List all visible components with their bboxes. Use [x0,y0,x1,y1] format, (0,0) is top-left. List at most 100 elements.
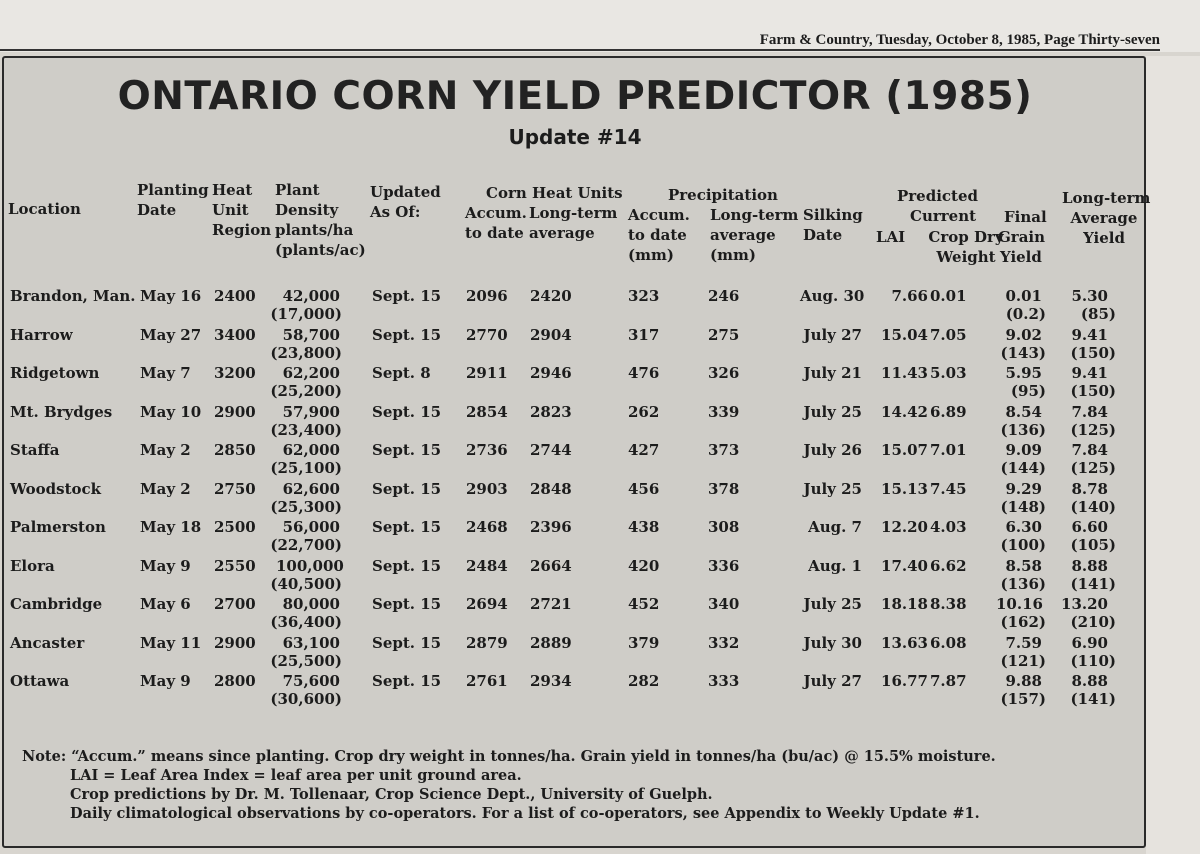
cell-silking-date: July 27 [803,325,862,344]
header-precipitation: Precipitation [668,186,778,204]
cell-lai: 17.40 [881,556,928,575]
cell-planting-date: May 2 [140,441,191,459]
cell-plant-density: 58,700 [282,325,340,344]
cell-final-yield-bu: (95) [1010,382,1046,400]
cell-location: Ancaster [10,633,85,652]
cell-precip-accum: 262 [628,402,660,421]
table-frame [2,56,1146,848]
cell-chu-longterm: 2420 [530,287,572,305]
header-chu-longterm: Long-term average [529,204,618,242]
header-precip-longterm: Long-term average (mm) [710,206,799,264]
cell-precip-accum: 452 [628,595,660,613]
cell-longterm-yield: 6.90 [1071,633,1108,652]
cell-planting-date: May 27 [140,325,202,344]
cell-heat-unit-region: 2900 [214,633,256,652]
header-plant-density: Plant Density plants/ha (plants/ac) [275,181,366,259]
cell-chu-accum: 2096 [466,287,508,305]
cell-longterm-yield: 7.84 [1071,441,1108,459]
cell-final-yield: 7.59 [1005,633,1042,652]
cell-plant-density-ac: (22,700) [270,536,342,554]
cell-final-yield-bu: (143) [1000,343,1046,362]
cell-precip-accum: 476 [628,364,660,382]
header-heat-unit-region: Heat Unit Region [212,181,272,239]
cell-heat-unit-region: 2500 [214,518,256,536]
cell-plant-density: 62,600 [282,479,340,498]
cell-chu-longterm: 2848 [530,479,572,498]
cell-chu-longterm: 2889 [530,633,572,652]
cell-plant-density: 63,100 [282,633,340,652]
cell-precip-accum: 282 [628,672,660,690]
cell-crop-dry-weight: 4.03 [930,518,967,536]
header-predicted: Predicted [897,187,979,205]
cell-final-yield-bu: (136) [1000,574,1046,593]
header-final-grain-yield: Final Grain Yield [998,208,1047,266]
cell-lai: 18.18 [881,595,928,613]
cell-plant-density-ac: (40,500) [270,574,342,593]
cell-plant-density: 62,000 [282,441,340,459]
cell-longterm-yield-bu: (141) [1070,574,1116,593]
header-precip-accum: Accum. to date (mm) [628,206,690,264]
cell-precip-longterm: 308 [708,518,740,536]
cell-silking-date: July 21 [803,364,862,382]
header-silking-date: Silking Date [803,206,863,244]
cell-longterm-yield-bu: (150) [1070,382,1116,400]
cell-heat-unit-region: 3400 [214,325,256,344]
cell-lai: 16.77 [881,672,928,690]
cell-longterm-yield-bu: (140) [1070,497,1116,516]
cell-location: Ridgetown [10,364,100,382]
cell-location: Staffa [10,441,60,459]
cell-location: Woodstock [10,479,102,498]
cell-precip-longterm: 340 [708,595,740,613]
cell-chu-accum: 2854 [466,402,508,421]
cell-plant-density-ac: (30,600) [270,690,342,708]
cell-longterm-yield: 6.60 [1071,518,1108,536]
cell-heat-unit-region: 2550 [214,556,256,575]
cell-silking-date: Aug. 7 [808,518,862,536]
cell-plant-density: 57,900 [282,402,340,421]
cell-final-yield-bu: (136) [1000,420,1046,439]
cell-precip-longterm: 373 [708,441,740,459]
cell-precip-longterm: 333 [708,672,740,690]
cell-precip-longterm: 332 [708,633,740,652]
page-edge [1146,56,1200,854]
cell-plant-density-ac: (17,000) [270,305,342,323]
cell-lai: 15.04 [881,325,928,344]
cell-heat-unit-region: 2850 [214,441,256,459]
cell-silking-date: July 25 [803,402,862,421]
header-chu-accum: Accum. to date [465,204,527,242]
cell-updated: Sept. 15 [372,595,442,613]
cell-crop-dry-weight: 6.89 [930,402,967,421]
cell-plant-density: 42,000 [282,287,340,305]
cell-chu-longterm: 2721 [530,595,572,613]
cell-chu-longterm: 2396 [530,518,572,536]
cell-chu-longterm: 2934 [530,672,572,690]
cell-precip-accum: 420 [628,556,660,575]
cell-updated: Sept. 15 [372,441,442,459]
header-crop-dry-weight: Crop Dry Weight [928,228,1004,266]
cell-longterm-yield: 7.84 [1071,402,1108,421]
cell-planting-date: May 9 [140,672,191,690]
cell-planting-date: May 16 [140,287,202,305]
cell-precip-accum: 323 [628,287,660,305]
cell-heat-unit-region: 2900 [214,402,256,421]
cell-location: Harrow [10,325,73,344]
cell-updated: Sept. 15 [372,287,442,305]
header-corn-heat-units: Corn Heat Units [486,184,623,202]
cell-lai: 7.66 [891,287,928,305]
cell-longterm-yield-bu: (125) [1070,420,1116,439]
cell-precip-longterm: 339 [708,402,740,421]
cell-heat-unit-region: 2750 [214,479,256,498]
cell-chu-accum: 2879 [466,633,508,652]
cell-final-yield: 5.95 [1005,364,1042,382]
cell-precip-accum: 427 [628,441,660,459]
cell-precip-longterm: 246 [708,287,740,305]
cell-updated: Sept. 15 [372,633,442,652]
cell-plant-density-ac: (23,800) [270,343,342,362]
cell-precip-longterm: 326 [708,364,740,382]
cell-heat-unit-region: 2800 [214,672,256,690]
cell-crop-dry-weight: 7.87 [930,672,967,690]
cell-final-yield: 8.58 [1005,556,1042,575]
cell-precip-longterm: 275 [708,325,740,344]
newspaper-top [0,0,1200,52]
cell-final-yield-bu: (100) [1000,536,1046,554]
